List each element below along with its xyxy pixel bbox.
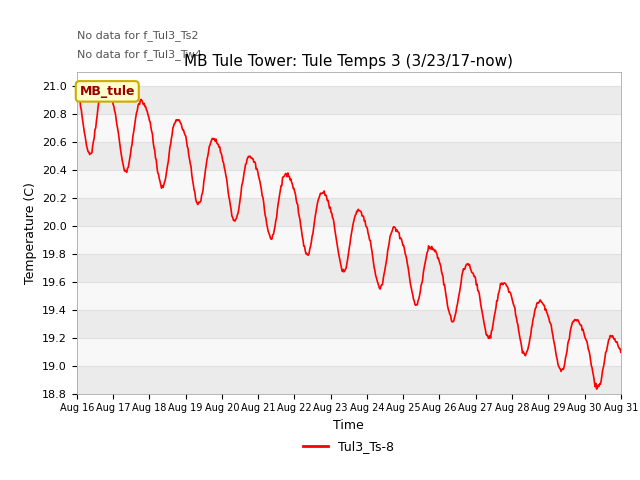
Bar [77,226,621,254]
Bar [77,198,621,226]
Y-axis label: Temperature (C): Temperature (C) [24,182,36,284]
Bar [77,170,621,198]
Text: MB_tule: MB_tule [79,85,135,98]
X-axis label: Time: Time [333,419,364,432]
Bar [77,337,621,366]
Bar [77,310,621,337]
Bar [77,142,621,170]
Bar [77,282,621,310]
Text: No data for f_Tul3_Tw4: No data for f_Tul3_Tw4 [77,49,202,60]
Bar [77,114,621,142]
Text: No data for f_Tul3_Ts2: No data for f_Tul3_Ts2 [77,30,198,41]
Bar [77,254,621,282]
Bar [77,86,621,114]
Title: MB Tule Tower: Tule Temps 3 (3/23/17-now): MB Tule Tower: Tule Temps 3 (3/23/17-now… [184,54,513,70]
Legend: Tul3_Ts-8: Tul3_Ts-8 [298,435,399,458]
Bar [77,366,621,394]
